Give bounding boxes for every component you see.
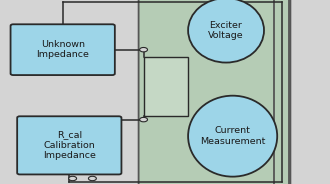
Text: R_cal
Calibration
Impedance: R_cal Calibration Impedance xyxy=(43,130,96,160)
Ellipse shape xyxy=(188,96,277,177)
FancyBboxPatch shape xyxy=(11,24,115,75)
Text: Unknown
Impedance: Unknown Impedance xyxy=(36,40,89,59)
Circle shape xyxy=(140,117,148,122)
Circle shape xyxy=(69,176,77,181)
Bar xyxy=(274,0,289,184)
Text: Exciter
Voltage: Exciter Voltage xyxy=(208,21,244,40)
Bar xyxy=(144,57,188,116)
Text: Current
Measurement: Current Measurement xyxy=(200,126,265,146)
Circle shape xyxy=(140,47,148,52)
Ellipse shape xyxy=(188,0,264,63)
FancyBboxPatch shape xyxy=(139,0,290,184)
FancyBboxPatch shape xyxy=(17,116,121,174)
Circle shape xyxy=(88,176,96,181)
